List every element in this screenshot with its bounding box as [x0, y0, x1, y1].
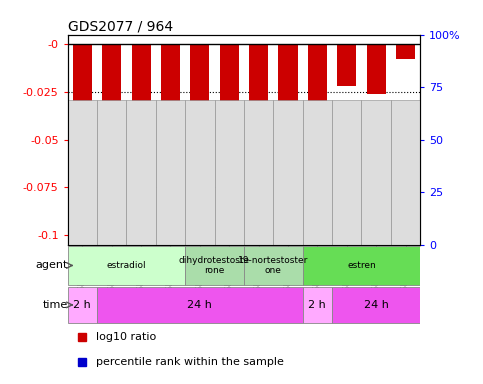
Text: 2 h: 2 h: [73, 300, 91, 310]
Bar: [303, 246, 420, 285]
Text: GDS2077 / 964: GDS2077 / 964: [68, 20, 173, 33]
Text: 2 h: 2 h: [309, 300, 326, 310]
Bar: [367, 44, 386, 94]
Bar: [308, 44, 327, 218]
Bar: [73, 44, 92, 230]
Text: estradiol: estradiol: [107, 261, 146, 270]
Bar: [220, 44, 239, 191]
Bar: [68, 287, 97, 323]
Text: dihydrotestoste
rone: dihydrotestoste rone: [179, 256, 250, 275]
Bar: [131, 44, 151, 197]
Bar: [332, 100, 361, 245]
Bar: [273, 100, 303, 245]
Bar: [303, 100, 332, 245]
Text: 19-nortestoster
one: 19-nortestoster one: [238, 256, 309, 275]
Text: 24 h: 24 h: [187, 300, 213, 310]
Bar: [361, 100, 391, 245]
Bar: [278, 44, 298, 113]
Text: time: time: [43, 300, 68, 310]
Bar: [214, 100, 244, 245]
Bar: [190, 44, 210, 189]
Bar: [391, 100, 420, 245]
Bar: [249, 44, 268, 128]
Bar: [68, 246, 185, 285]
Bar: [244, 100, 273, 245]
Bar: [127, 100, 156, 245]
Bar: [244, 246, 303, 285]
Bar: [97, 287, 303, 323]
Text: 24 h: 24 h: [364, 300, 389, 310]
Bar: [337, 44, 356, 86]
Bar: [396, 44, 415, 60]
Bar: [68, 100, 97, 245]
Bar: [332, 287, 420, 323]
Bar: [161, 44, 180, 132]
Bar: [303, 287, 332, 323]
Bar: [102, 44, 121, 132]
Text: estren: estren: [347, 261, 376, 270]
Text: percentile rank within the sample: percentile rank within the sample: [96, 357, 284, 367]
Bar: [156, 100, 185, 245]
Text: log10 ratio: log10 ratio: [96, 332, 156, 343]
Bar: [185, 246, 244, 285]
Bar: [97, 100, 127, 245]
Text: agent: agent: [35, 260, 68, 270]
Bar: [185, 100, 214, 245]
